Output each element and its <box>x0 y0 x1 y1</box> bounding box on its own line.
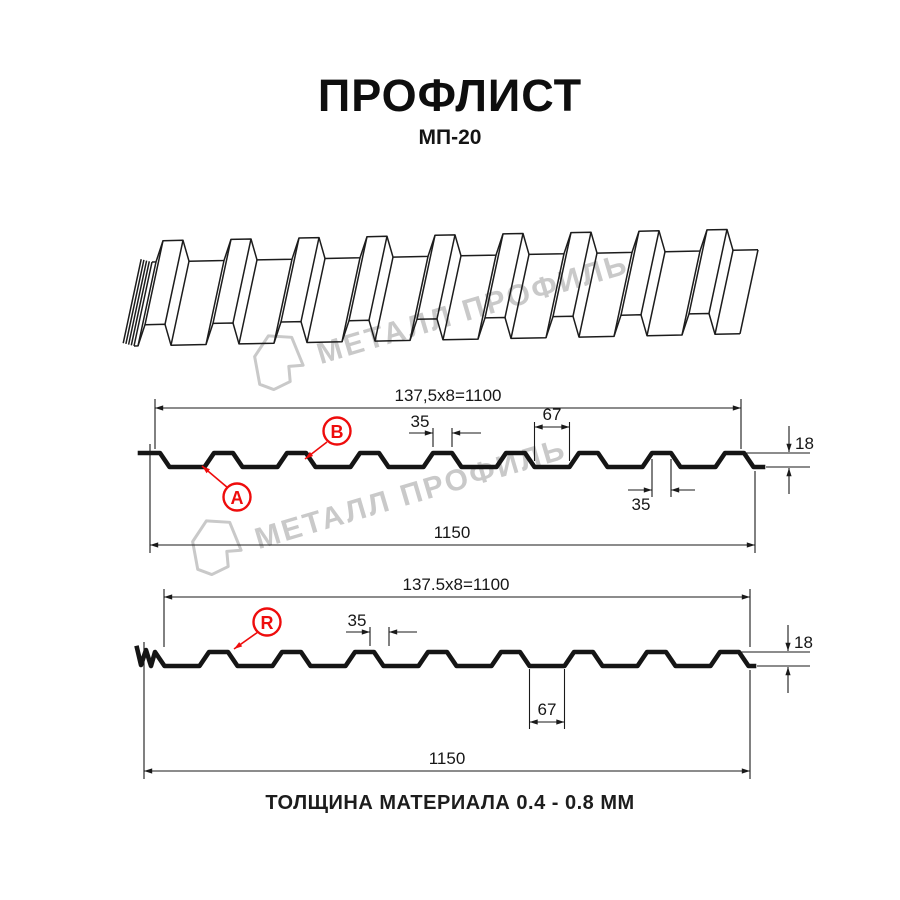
callout-circle-a <box>222 482 252 512</box>
dim-label-module-width: 137,5x8=1100 <box>395 386 502 405</box>
callout-leader-b <box>304 441 328 460</box>
rib-edge-line <box>238 259 258 345</box>
profile-outline <box>137 450 766 470</box>
dim-label-flat: 67 <box>538 700 557 719</box>
rib-edge-line <box>578 252 598 338</box>
rib-edge-line <box>688 229 708 315</box>
rib-edge-line <box>510 254 530 339</box>
rib-edge-line <box>205 260 225 345</box>
callout-label-b: B <box>331 422 344 442</box>
rib-edge-line <box>170 261 190 346</box>
rib-edge-line <box>137 261 157 347</box>
rib-edge-line <box>409 256 429 341</box>
rib-edge-line <box>273 259 293 344</box>
rib-edge-line <box>416 235 436 320</box>
brand-logo-icon <box>253 334 305 392</box>
rib-edge-line <box>477 254 497 340</box>
callout-circle-r <box>252 607 282 637</box>
rib-edge-line <box>164 240 184 325</box>
rib-edge-line <box>212 239 232 324</box>
profile-sheet-3d-view <box>122 228 759 347</box>
rib-edge-line <box>144 240 164 325</box>
rib-edge-line <box>484 233 504 319</box>
material-thickness-note: ТОЛЩИНА МАТЕРИАЛА 0.4 - 0.8 ММ <box>265 792 635 814</box>
sheet-right-cut-edge <box>739 249 759 334</box>
dim-label-rib-bottom: 35 <box>632 495 651 514</box>
rib-edge-line <box>572 232 592 317</box>
callout-label-r: R <box>261 613 274 633</box>
cut-edge-hatch-line <box>133 261 153 347</box>
dim-label-height: 18 <box>795 434 814 453</box>
rib-edge-line <box>368 236 388 321</box>
cross-section-2: 137.5x8=1100 R 35 67 18 <box>134 575 813 779</box>
rib-edge-line <box>306 258 326 343</box>
rib-edge-line <box>442 255 462 340</box>
callout-circle-b <box>322 416 352 446</box>
rib-edge-line <box>300 237 320 322</box>
rib-edge-line <box>613 252 633 337</box>
rib-edge-line <box>708 229 728 314</box>
callout-label-a: A <box>231 488 244 508</box>
callout-leader-r <box>233 631 259 650</box>
rib-edge-line <box>280 237 300 323</box>
rib-edge-line <box>232 238 252 324</box>
rib-edge-line <box>552 232 572 317</box>
brand-logo-icon <box>191 519 243 577</box>
dim-label-total-width: 1150 <box>429 749 466 768</box>
cut-edge-hatch-line <box>127 260 148 345</box>
rib-edge-line <box>341 257 361 342</box>
rib-edge-line <box>374 256 394 342</box>
dim-label-rib-top: 35 <box>411 412 430 431</box>
dim-label-flat: 67 <box>543 405 562 424</box>
cut-edge-hatch-line <box>130 261 151 346</box>
profile-outline <box>134 645 757 669</box>
cut-edge-hatch-line <box>122 259 142 344</box>
page-title: ПРОФЛИСТ <box>317 70 583 121</box>
dim-label-rib: 35 <box>348 611 367 630</box>
rib-edge-line <box>504 233 524 318</box>
rib-edge-line <box>640 230 660 315</box>
rib-edge-line <box>681 250 701 336</box>
rib-edge-line <box>714 250 734 335</box>
dim-label-total-width: 1150 <box>434 523 471 542</box>
watermark-upper: МЕТАЛЛ ПРОФИЛЬ <box>253 248 632 392</box>
rib-edge-line <box>348 236 368 321</box>
rib-edge-line <box>436 234 456 320</box>
cut-edge-hatch-line <box>125 259 145 345</box>
callout-leader-a <box>201 465 229 489</box>
rib-edge-line <box>545 253 565 338</box>
cross-section-1: 137,5x8=1100 35 67 B A <box>137 386 814 553</box>
sheet-far-edge <box>151 228 759 263</box>
rib-edge-line <box>620 231 640 316</box>
rib-edge-line <box>646 251 666 336</box>
page-subtitle: МП-20 <box>418 126 482 149</box>
dim-label-height: 18 <box>794 633 813 652</box>
sheet-near-edge <box>133 312 741 347</box>
dim-label-module-width: 137.5x8=1100 <box>403 575 510 594</box>
